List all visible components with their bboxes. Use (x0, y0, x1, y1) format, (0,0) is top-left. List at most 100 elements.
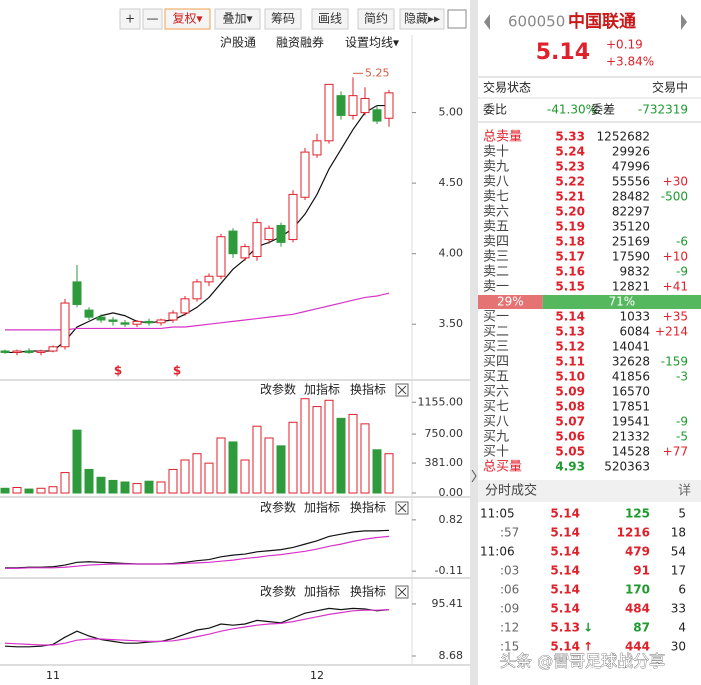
panel-tool[interactable]: 换指标 (350, 500, 386, 515)
book-price: 5.24 (555, 145, 585, 159)
trade-price: 5.14 (550, 602, 580, 616)
next-stock[interactable] (681, 14, 687, 30)
toolbar-button[interactable] (311, 8, 349, 30)
book-level: 卖六 (483, 205, 509, 220)
panel-tool[interactable]: 改参数 (260, 500, 296, 515)
last-price: 5.14 (536, 40, 590, 65)
status-label: 交易状态 (483, 80, 531, 95)
diff-value: -732319 (638, 103, 688, 117)
book-level: 买三 (483, 340, 509, 355)
trades-title: 分时成交 (485, 483, 537, 499)
candle-body (48, 346, 58, 352)
sell-power (478, 295, 543, 309)
book-volume: 520363 (604, 460, 650, 474)
book-price: 5.17 (555, 250, 585, 264)
indicator-line (5, 529, 390, 569)
toolbar-button[interactable] (357, 8, 395, 30)
trade-count: 54 (671, 545, 686, 559)
book-level: 总买量 (483, 460, 522, 475)
diff-label: 委差 (591, 103, 615, 117)
toolbar-link: 融资融券 (276, 35, 324, 50)
candle-body (96, 316, 106, 321)
book-change: -3 (676, 370, 688, 384)
y-tick-label: 1155.00 (418, 395, 464, 408)
toolbar-button-label: 筹码 (271, 12, 295, 26)
volume-bar (0, 487, 10, 494)
buy-power (542, 295, 701, 309)
trades-header (478, 480, 701, 502)
book-volume: 12821 (612, 280, 650, 294)
book-volume: 47996 (612, 160, 650, 174)
buy-power-label: 71% (608, 295, 635, 309)
trade-volume: 1216 (617, 526, 650, 540)
toolbar-button-label: + (125, 12, 135, 26)
volume-bar (240, 459, 250, 494)
book-price: 5.13 (555, 325, 585, 339)
trade-time: :57 (500, 526, 519, 540)
volume-bar (36, 487, 46, 494)
volume-bar (264, 437, 274, 494)
splitter[interactable] (470, 0, 478, 685)
sell-power-label: 29% (497, 295, 524, 309)
book-volume: 29926 (612, 145, 650, 159)
book-level: 卖十 (483, 145, 509, 160)
panel-tool[interactable]: 改参数 (260, 584, 296, 599)
candle-body (192, 281, 202, 300)
fullscreen-icon[interactable] (447, 9, 467, 29)
book-level: 卖五 (483, 220, 509, 235)
book-volume: 28482 (612, 190, 650, 204)
trades-detail[interactable]: 详 (678, 484, 691, 499)
book-price: 5.18 (555, 235, 585, 249)
volume-bar (60, 472, 70, 494)
candle-body (24, 350, 34, 353)
prev-stock[interactable] (484, 14, 490, 30)
trade-count: 4 (678, 621, 686, 635)
panel-tool[interactable]: 换指标 (350, 382, 386, 397)
candle-body (120, 322, 130, 325)
panel-tool[interactable]: 加指标 (304, 584, 340, 599)
book-price: 5.08 (555, 400, 585, 414)
trade-time: :15 (500, 640, 519, 654)
book-level: 买六 (483, 385, 509, 400)
candle-body (0, 350, 10, 353)
toolbar-link: 设置均线▾ (345, 36, 399, 50)
panel-tool[interactable]: 换指标 (350, 584, 386, 599)
book-volume: 19541 (612, 415, 650, 429)
toolbar-button[interactable] (164, 8, 211, 30)
candle-body (108, 319, 118, 322)
panel-tool[interactable]: 改参数 (260, 382, 296, 397)
price-change: +0.19 (606, 38, 643, 52)
volume-bar (360, 423, 370, 494)
volume-bar (144, 480, 154, 494)
trade-volume: 87 (633, 621, 650, 635)
toolbar-button[interactable] (142, 8, 163, 30)
signal-mark: $ (114, 364, 122, 378)
book-price: 5.10 (555, 370, 585, 384)
book-price: 5.22 (555, 175, 585, 189)
x-tick-label: 12 (310, 669, 324, 682)
y-tick-label: 381.00 (425, 456, 464, 469)
splitter-arrow[interactable] (471, 469, 477, 483)
volume-bar (324, 399, 334, 494)
panel-tool[interactable]: 加指标 (304, 382, 340, 397)
panel-tool[interactable]: 加指标 (304, 500, 340, 515)
book-price: 5.14 (555, 310, 585, 324)
trade-time: 11:06 (480, 545, 515, 559)
toolbar-button[interactable] (399, 8, 445, 30)
x-tick-label: 11 (46, 669, 60, 682)
toolbar-button[interactable] (264, 8, 302, 30)
y-tick-label: 95.41 (432, 597, 464, 610)
book-level: 买七 (483, 400, 509, 415)
book-level: 总卖量 (483, 130, 522, 145)
ratio-value: -41.30% (547, 103, 597, 117)
panel-close-x (397, 587, 407, 597)
volume-bar (156, 481, 166, 494)
book-volume: 17590 (612, 250, 650, 264)
toolbar-button[interactable] (214, 8, 261, 30)
volume-bar (372, 449, 382, 494)
toolbar-button[interactable] (119, 8, 141, 30)
trade-count: 5 (678, 507, 686, 521)
book-level: 买八 (483, 415, 509, 430)
toolbar-button-label: 简约 (364, 11, 388, 26)
